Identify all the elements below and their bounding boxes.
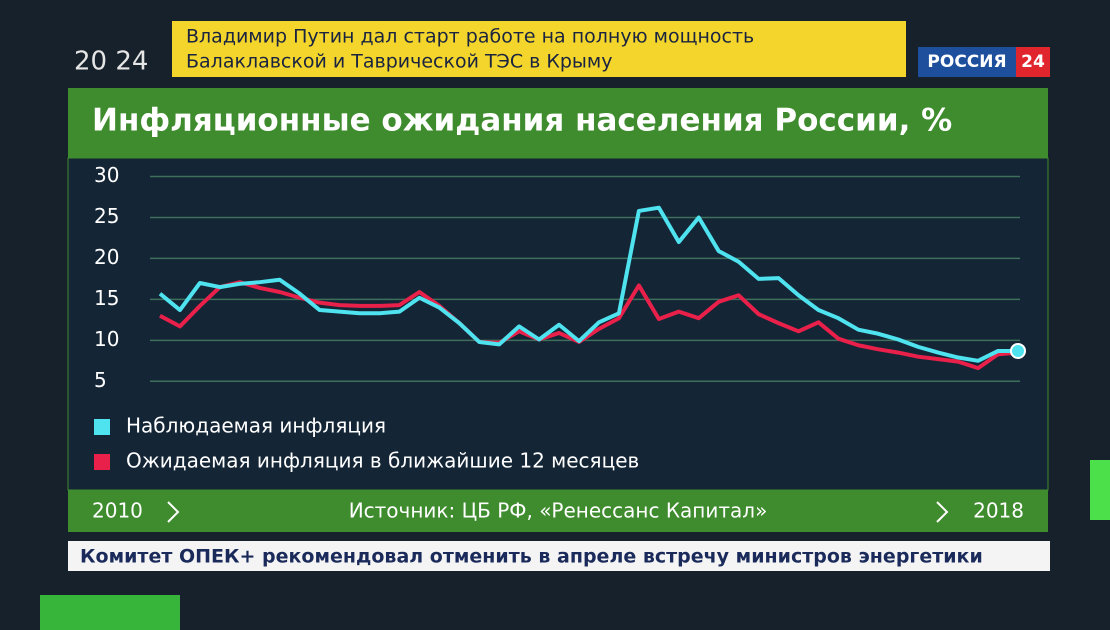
logo	[1016, 47, 1050, 77]
plot: 5 10 15 20 25 30 Наблюдаемая инфляция Ожидаемая…	[94, 163, 1026, 473]
y-tick-label: 5	[94, 368, 107, 392]
legend-swatch	[94, 419, 110, 435]
y-tick-label: 20	[94, 245, 119, 269]
chevron	[167, 501, 180, 523]
deco	[40, 595, 180, 630]
line	[158, 205, 1018, 363]
chevron	[936, 501, 949, 523]
headline-bar	[172, 21, 906, 77]
legend-swatch	[94, 454, 110, 470]
y-tick-label: 15	[94, 286, 119, 310]
logo-text: РОССИЯ	[927, 52, 1006, 72]
y-tick-label: 25	[94, 204, 119, 228]
ticker-bar	[68, 541, 1050, 571]
clock: 20 24	[74, 47, 148, 77]
chart-title: Инфляционные ожидания населения России, …	[92, 103, 952, 139]
logo	[918, 47, 1016, 77]
deco	[1090, 460, 1110, 520]
logo-number: 24	[1021, 52, 1045, 72]
legend-label: Ожидаемая инфляция в ближайшие 12 месяце…	[126, 449, 639, 473]
source: Источник: ЦБ РФ, «Ренессанс Капитал»	[349, 499, 768, 523]
chart-header	[68, 88, 1048, 158]
headline: Балаклавской и Таврической ТЭС в Крыму	[186, 51, 613, 73]
ticker: Комитет ОПЕК+ рекомендовал отменить в ап…	[80, 546, 983, 568]
legend-label: Наблюдаемая инфляция	[126, 414, 386, 438]
y-tick-label: 10	[94, 327, 119, 351]
end-dot	[1010, 342, 1026, 359]
x-end: 2018	[973, 499, 1024, 523]
y-tick-label: 30	[94, 163, 119, 187]
chart-footer	[68, 490, 1048, 532]
x-start: 2010	[92, 499, 143, 523]
headline: Владимир Путин дал старт работе на полну…	[186, 26, 754, 48]
